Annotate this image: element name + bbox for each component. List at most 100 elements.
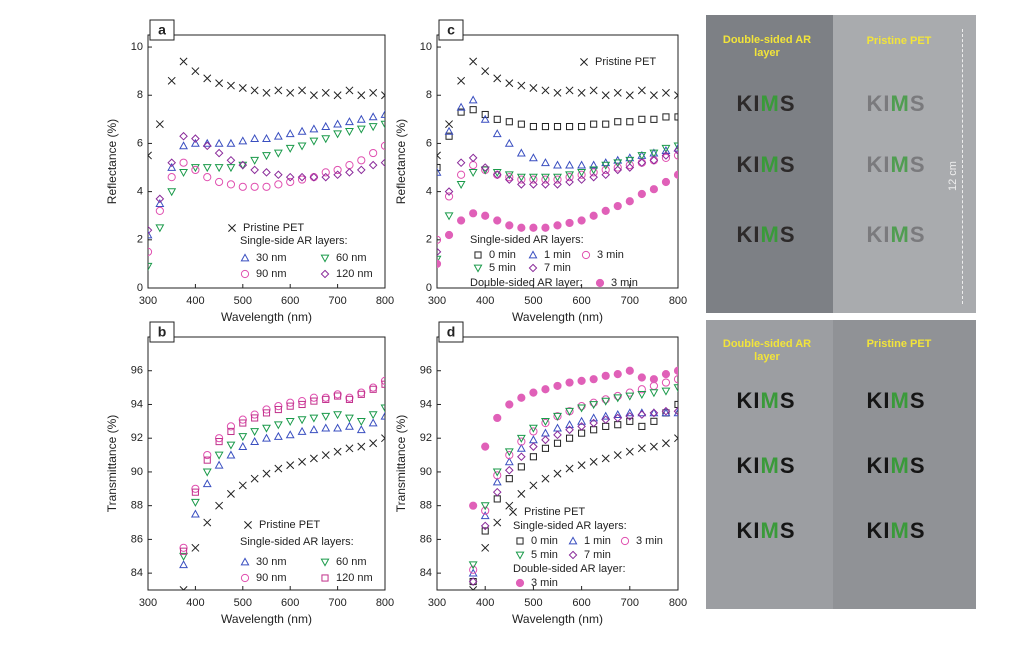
- y-tick-label: 4: [137, 186, 143, 198]
- panel-label: c: [447, 22, 455, 38]
- x-tick-label: 800: [669, 597, 687, 609]
- data-point: [190, 509, 200, 518]
- y-tick-label: 0: [426, 282, 432, 294]
- data-point: [505, 79, 514, 88]
- data-point: [179, 586, 188, 590]
- data-point: [602, 422, 610, 430]
- data-point: [637, 373, 646, 382]
- data-point: [333, 91, 342, 100]
- data-point: [345, 414, 354, 423]
- data-point: [368, 160, 378, 170]
- data-point: [541, 180, 550, 189]
- data-point: [286, 461, 295, 470]
- data-point: [226, 155, 236, 165]
- data-point: [469, 586, 478, 590]
- data-point: [437, 235, 442, 244]
- data-point: [321, 135, 331, 144]
- x-tick-label: 300: [428, 597, 446, 609]
- data-point: [191, 543, 200, 552]
- data-point: [517, 452, 526, 462]
- data-point: [456, 158, 466, 168]
- data-point: [309, 91, 318, 100]
- plot-frame: [147, 34, 386, 289]
- data-point: [437, 259, 442, 269]
- data-point: [179, 543, 188, 552]
- data-point: [637, 189, 646, 199]
- data-point: [493, 471, 502, 480]
- data-point: [298, 400, 306, 409]
- x-tick-label: 700: [328, 295, 346, 307]
- data-point: [649, 442, 658, 451]
- data-point: [625, 163, 635, 172]
- legend-label: 7 min: [544, 262, 571, 274]
- data-point: [227, 427, 235, 436]
- y-tick-label: 92: [420, 432, 432, 444]
- data-point: [274, 405, 282, 414]
- x-tick-label: 500: [524, 597, 542, 609]
- logo: KIMS: [736, 518, 796, 543]
- y-tick-label: 94: [420, 398, 432, 410]
- data-point: [625, 447, 634, 456]
- y-tick-label: 4: [426, 186, 432, 198]
- data-point: [505, 450, 514, 460]
- photo-label: Double-sided AR layer: [722, 34, 812, 59]
- data-point: [529, 481, 538, 490]
- photo-top: Double-sided AR layer Pristine PET KIMS …: [706, 15, 976, 313]
- data-point: [274, 464, 283, 473]
- data-point: [637, 86, 646, 95]
- y-tick-label: 96: [420, 365, 432, 377]
- data-point: [273, 421, 283, 430]
- data-point: [480, 166, 490, 175]
- data-point: [529, 388, 538, 397]
- data-point: [589, 166, 599, 175]
- data-point: [250, 86, 259, 95]
- data-point: [565, 173, 574, 182]
- data-point: [345, 395, 354, 403]
- data-point: [273, 149, 283, 158]
- data-point: [565, 86, 574, 95]
- data-point: [250, 156, 260, 165]
- data-point: [203, 518, 212, 527]
- data-point: [437, 151, 441, 160]
- data-point: [262, 182, 271, 191]
- data-point: [589, 457, 598, 466]
- data-point: [274, 402, 283, 411]
- data-point: [505, 173, 514, 182]
- data-point: [155, 194, 165, 204]
- data-point: [356, 417, 366, 426]
- plot-area: [148, 57, 385, 271]
- data-point: [601, 161, 611, 170]
- legend-marker: [509, 508, 517, 516]
- data-point: [528, 153, 538, 162]
- data-point: [673, 384, 678, 393]
- data-point: [565, 425, 574, 435]
- data-point: [528, 173, 538, 182]
- x-tick-label: 500: [234, 597, 252, 609]
- y-tick-label: 10: [131, 41, 143, 53]
- data-point: [273, 131, 283, 140]
- data-point: [516, 443, 526, 452]
- data-point: [380, 376, 385, 385]
- data-point: [577, 404, 587, 413]
- data-point: [481, 110, 489, 119]
- data-point: [625, 161, 634, 170]
- data-point: [468, 561, 478, 570]
- data-point: [286, 398, 295, 407]
- logo: KIMS: [736, 388, 796, 413]
- data-point: [215, 438, 223, 446]
- data-point: [262, 433, 271, 442]
- data-point: [613, 165, 623, 175]
- data-point: [625, 392, 635, 401]
- data-point: [321, 88, 330, 97]
- data-point: [190, 138, 200, 147]
- data-point: [333, 411, 343, 420]
- data-point: [589, 398, 598, 407]
- data-point: [357, 390, 365, 398]
- data-point: [322, 395, 330, 403]
- data-point: [590, 426, 598, 434]
- x-tick-label: 700: [328, 597, 346, 609]
- data-point: [345, 444, 354, 453]
- x-axis-label: Wavelength (nm): [512, 310, 603, 324]
- x-tick-label: 600: [572, 295, 590, 307]
- data-point: [309, 393, 318, 402]
